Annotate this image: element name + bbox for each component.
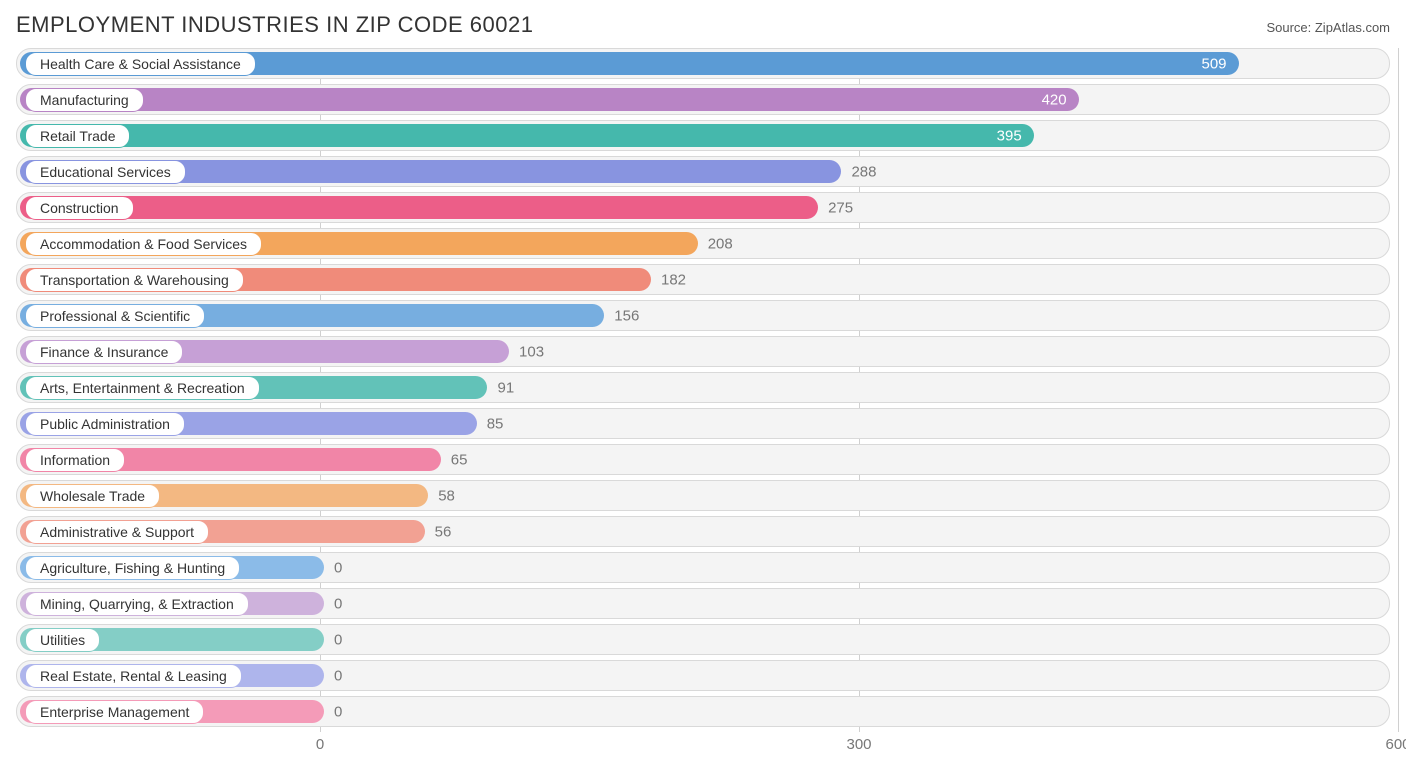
chart-row: Educational Services 288 xyxy=(16,156,1390,187)
chart-row: Enterprise Management 0 xyxy=(16,696,1390,727)
bar-value: 85 xyxy=(487,415,504,432)
chart-row: Information 65 xyxy=(16,444,1390,475)
bar-label: Utilities xyxy=(25,628,100,652)
bar xyxy=(20,124,1034,147)
bar-label: Educational Services xyxy=(25,160,186,184)
bar-value: 0 xyxy=(334,595,342,612)
bar-value: 395 xyxy=(997,127,1389,144)
chart-header: EMPLOYMENT INDUSTRIES IN ZIP CODE 60021 … xyxy=(16,12,1390,38)
x-axis: 0300600 xyxy=(16,732,1390,756)
bar-track: Utilities 0 xyxy=(16,624,1390,655)
bar-value: 56 xyxy=(435,523,452,540)
bar-label: Public Administration xyxy=(25,412,185,436)
bar-track: Manufacturing 420 xyxy=(16,84,1390,115)
bar-track: Mining, Quarrying, & Extraction 0 xyxy=(16,588,1390,619)
bar-value: 182 xyxy=(661,271,686,288)
bar-track: Public Administration 85 xyxy=(16,408,1390,439)
bar-track: Wholesale Trade 58 xyxy=(16,480,1390,511)
chart-row: Arts, Entertainment & Recreation 91 xyxy=(16,372,1390,403)
chart-row: Utilities 0 xyxy=(16,624,1390,655)
chart-row: Administrative & Support 56 xyxy=(16,516,1390,547)
bar-label: Manufacturing xyxy=(25,88,144,112)
bar-value: 0 xyxy=(334,703,342,720)
bar-value: 0 xyxy=(334,667,342,684)
bar-label: Arts, Entertainment & Recreation xyxy=(25,376,260,400)
bar-label: Administrative & Support xyxy=(25,520,209,544)
chart-row: Mining, Quarrying, & Extraction 0 xyxy=(16,588,1390,619)
bar-value: 420 xyxy=(1042,91,1389,108)
bar-label: Retail Trade xyxy=(25,124,130,148)
chart-row: Wholesale Trade 58 xyxy=(16,480,1390,511)
employment-chart: Health Care & Social Assistance 509 Manufa… xyxy=(16,48,1390,756)
x-axis-tick: 300 xyxy=(846,736,871,753)
bar-value: 58 xyxy=(438,487,455,504)
bar-label: Finance & Insurance xyxy=(25,340,183,364)
bar-track: Finance & Insurance 103 xyxy=(16,336,1390,367)
chart-title: EMPLOYMENT INDUSTRIES IN ZIP CODE 60021 xyxy=(16,12,534,38)
chart-row: Public Administration 85 xyxy=(16,408,1390,439)
bar-value: 103 xyxy=(519,343,544,360)
bar-track: Enterprise Management 0 xyxy=(16,696,1390,727)
chart-row: Manufacturing 420 xyxy=(16,84,1390,115)
x-axis-tick: 600 xyxy=(1385,736,1406,753)
bar-value: 65 xyxy=(451,451,468,468)
bar-track: Professional & Scientific 156 xyxy=(16,300,1390,331)
bar-label: Information xyxy=(25,448,125,472)
chart-row: Construction 275 xyxy=(16,192,1390,223)
bar-value: 208 xyxy=(708,235,733,252)
bar-track: Construction 275 xyxy=(16,192,1390,223)
bar-track: Health Care & Social Assistance 509 xyxy=(16,48,1390,79)
bar xyxy=(20,196,818,219)
bar-value: 509 xyxy=(1202,55,1390,72)
bar-value: 91 xyxy=(497,379,514,396)
chart-row: Accommodation & Food Services 208 xyxy=(16,228,1390,259)
bar-label: Professional & Scientific xyxy=(25,304,205,328)
bar-track: Real Estate, Rental & Leasing 0 xyxy=(16,660,1390,691)
chart-row: Retail Trade 395 xyxy=(16,120,1390,151)
bar-label: Wholesale Trade xyxy=(25,484,160,508)
bar-track: Information 65 xyxy=(16,444,1390,475)
bar-track: Transportation & Warehousing 182 xyxy=(16,264,1390,295)
bar-value: 156 xyxy=(614,307,639,324)
bar-label: Accommodation & Food Services xyxy=(25,232,262,256)
chart-row: Health Care & Social Assistance 509 xyxy=(16,48,1390,79)
bar-value: 275 xyxy=(828,199,853,216)
bar-value: 288 xyxy=(851,163,876,180)
bar-track: Arts, Entertainment & Recreation 91 xyxy=(16,372,1390,403)
chart-row: Real Estate, Rental & Leasing 0 xyxy=(16,660,1390,691)
bar-track: Retail Trade 395 xyxy=(16,120,1390,151)
chart-source: Source: ZipAtlas.com xyxy=(1266,20,1390,35)
bar-label: Construction xyxy=(25,196,134,220)
bar-track: Agriculture, Fishing & Hunting 0 xyxy=(16,552,1390,583)
bar-value: 0 xyxy=(334,631,342,648)
bar-label: Enterprise Management xyxy=(25,700,204,724)
gridline xyxy=(1398,48,1399,732)
bar-label: Agriculture, Fishing & Hunting xyxy=(25,556,240,580)
chart-row: Transportation & Warehousing 182 xyxy=(16,264,1390,295)
chart-row: Professional & Scientific 156 xyxy=(16,300,1390,331)
chart-row: Agriculture, Fishing & Hunting 0 xyxy=(16,552,1390,583)
chart-row: Finance & Insurance 103 xyxy=(16,336,1390,367)
bar-value: 0 xyxy=(334,559,342,576)
bar-track: Administrative & Support 56 xyxy=(16,516,1390,547)
x-axis-tick: 0 xyxy=(316,736,324,753)
bar-label: Transportation & Warehousing xyxy=(25,268,244,292)
bar-label: Health Care & Social Assistance xyxy=(25,52,256,76)
bar-track: Accommodation & Food Services 208 xyxy=(16,228,1390,259)
bar-label: Real Estate, Rental & Leasing xyxy=(25,664,242,688)
bar-track: Educational Services 288 xyxy=(16,156,1390,187)
bar xyxy=(20,88,1079,111)
bar-label: Mining, Quarrying, & Extraction xyxy=(25,592,249,616)
